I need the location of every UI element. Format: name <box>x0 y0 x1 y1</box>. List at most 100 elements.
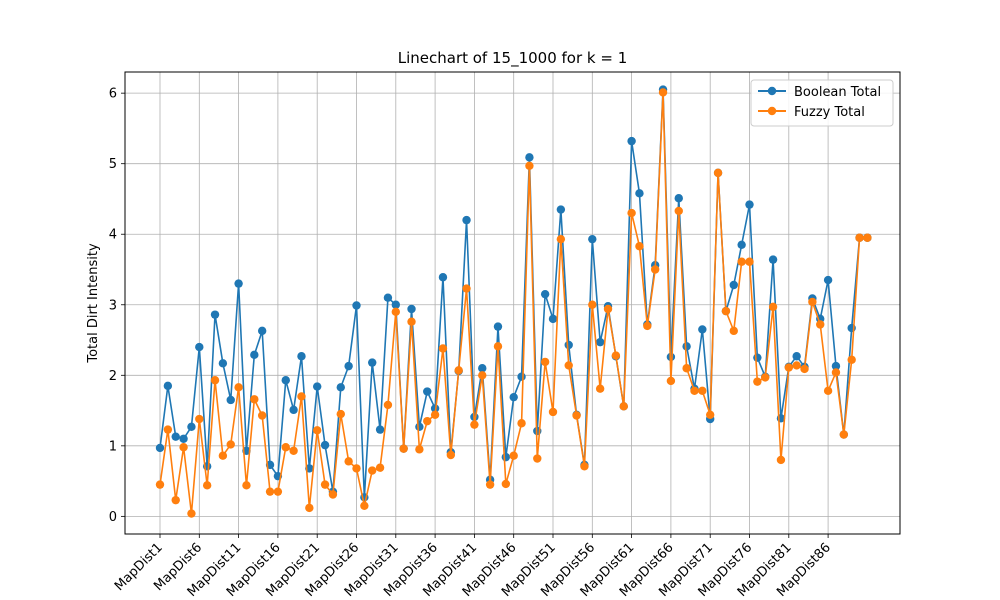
data-point-fuzzy-total <box>155 480 165 489</box>
data-point-fuzzy-total <box>768 302 778 312</box>
data-point-boolean-total <box>635 189 644 198</box>
data-point-fuzzy-total <box>297 392 306 401</box>
grid <box>125 72 900 534</box>
data-point-boolean-total <box>588 234 597 244</box>
data-point-fuzzy-total <box>643 321 652 331</box>
data-point-fuzzy-total <box>187 509 196 518</box>
data-point-fuzzy-total <box>533 454 542 463</box>
data-point-fuzzy-total <box>525 161 534 171</box>
data-point-fuzzy-total <box>619 402 628 411</box>
data-point-fuzzy-total <box>666 376 676 386</box>
data-point-fuzzy-total <box>682 364 691 373</box>
data-point-fuzzy-total <box>627 208 636 218</box>
data-point-fuzzy-total <box>352 464 361 473</box>
data-point-boolean-total <box>281 376 290 385</box>
data-point-fuzzy-total <box>234 383 243 392</box>
data-point-fuzzy-total <box>313 426 322 435</box>
data-point-fuzzy-total <box>470 420 479 429</box>
data-point-fuzzy-total <box>548 407 558 417</box>
data-point-boolean-total <box>674 194 683 203</box>
data-point-fuzzy-total <box>454 366 463 375</box>
data-point-boolean-total <box>163 381 173 391</box>
data-point-boolean-total <box>493 322 503 331</box>
data-point-fuzzy-total <box>163 425 173 434</box>
data-point-fuzzy-total <box>462 284 471 293</box>
data-point-fuzzy-total <box>493 342 503 351</box>
data-point-boolean-total <box>407 304 416 314</box>
data-point-fuzzy-total <box>635 242 644 251</box>
legend-marker-boolean-total <box>767 86 777 96</box>
data-point-boolean-total <box>415 422 424 431</box>
data-point-boolean-total <box>745 200 754 209</box>
data-point-boolean-total <box>155 443 165 453</box>
data-point-fuzzy-total <box>407 317 416 326</box>
y-tick-label: 0 <box>109 510 117 525</box>
data-point-fuzzy-total <box>305 503 314 513</box>
data-point-fuzzy-total <box>603 304 613 314</box>
data-point-fuzzy-total <box>415 445 424 454</box>
data-point-boolean-total <box>438 273 448 282</box>
data-point-boolean-total <box>375 425 385 434</box>
data-point-fuzzy-total <box>257 411 267 420</box>
data-point-fuzzy-total <box>485 480 495 489</box>
data-point-fuzzy-total <box>423 416 432 426</box>
data-point-fuzzy-total <box>611 351 621 360</box>
data-point-fuzzy-total <box>847 355 856 364</box>
data-point-fuzzy-total <box>509 451 518 460</box>
data-point-fuzzy-total <box>658 88 668 97</box>
y-tick-label: 6 <box>109 87 117 102</box>
series-fuzzy-total <box>155 88 872 518</box>
data-point-fuzzy-total <box>808 297 817 307</box>
data-point-fuzzy-total <box>713 168 723 178</box>
data-point-boolean-total <box>737 240 746 250</box>
data-point-fuzzy-total <box>478 371 487 380</box>
data-point-boolean-total <box>540 289 550 299</box>
data-point-fuzzy-total <box>438 344 448 353</box>
data-point-boolean-total <box>383 293 393 302</box>
data-point-fuzzy-total <box>375 463 385 472</box>
data-point-boolean-total <box>195 342 204 352</box>
legend-marker-fuzzy-total <box>767 106 777 116</box>
data-point-boolean-total <box>344 361 353 371</box>
data-point-fuzzy-total <box>863 233 872 242</box>
data-point-fuzzy-total <box>360 501 369 510</box>
data-point-boolean-total <box>698 325 707 334</box>
legend-label-boolean-total: Boolean Total <box>794 85 881 100</box>
data-point-boolean-total <box>729 280 738 290</box>
data-point-boolean-total <box>517 372 526 381</box>
data-point-fuzzy-total <box>831 368 841 377</box>
data-point-fuzzy-total <box>698 386 707 396</box>
data-point-boolean-total <box>768 255 778 264</box>
data-point-boolean-total <box>564 340 573 350</box>
data-point-fuzzy-total <box>195 414 204 424</box>
data-point-boolean-total <box>218 359 228 368</box>
data-point-fuzzy-total <box>289 446 298 455</box>
legend-label-fuzzy-total: Fuzzy Total <box>794 105 865 120</box>
data-point-fuzzy-total <box>588 300 597 309</box>
data-point-fuzzy-total <box>328 490 338 499</box>
data-point-fuzzy-total <box>250 395 259 404</box>
series <box>155 85 872 518</box>
data-point-fuzzy-total <box>383 400 393 410</box>
data-point-boolean-total <box>823 275 833 285</box>
data-point-fuzzy-total <box>556 234 566 244</box>
data-point-fuzzy-total <box>823 386 833 396</box>
data-point-fuzzy-total <box>792 361 801 370</box>
data-point-fuzzy-total <box>674 206 683 216</box>
data-point-fuzzy-total <box>179 443 188 452</box>
y-tick-label: 5 <box>109 157 117 172</box>
data-point-fuzzy-total <box>800 364 809 374</box>
data-point-boolean-total <box>297 352 306 361</box>
data-point-boolean-total <box>501 452 511 462</box>
data-point-boolean-total <box>250 350 259 360</box>
data-point-boolean-total <box>320 440 330 450</box>
data-point-fuzzy-total <box>564 361 573 370</box>
data-point-fuzzy-total <box>721 306 731 316</box>
data-point-boolean-total <box>627 136 636 146</box>
y-tick-label: 4 <box>109 228 117 243</box>
data-point-fuzzy-total <box>595 384 605 393</box>
y-axis-label: Total Dirt Intensity <box>86 243 101 364</box>
data-point-fuzzy-total <box>226 440 235 449</box>
data-point-fuzzy-total <box>737 257 746 266</box>
